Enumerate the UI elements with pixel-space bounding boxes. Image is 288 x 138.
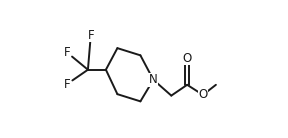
Text: F: F (64, 78, 70, 91)
Text: F: F (64, 46, 70, 59)
Text: O: O (198, 88, 208, 101)
Text: N: N (149, 73, 158, 86)
Text: F: F (88, 29, 94, 42)
Text: O: O (183, 52, 192, 65)
